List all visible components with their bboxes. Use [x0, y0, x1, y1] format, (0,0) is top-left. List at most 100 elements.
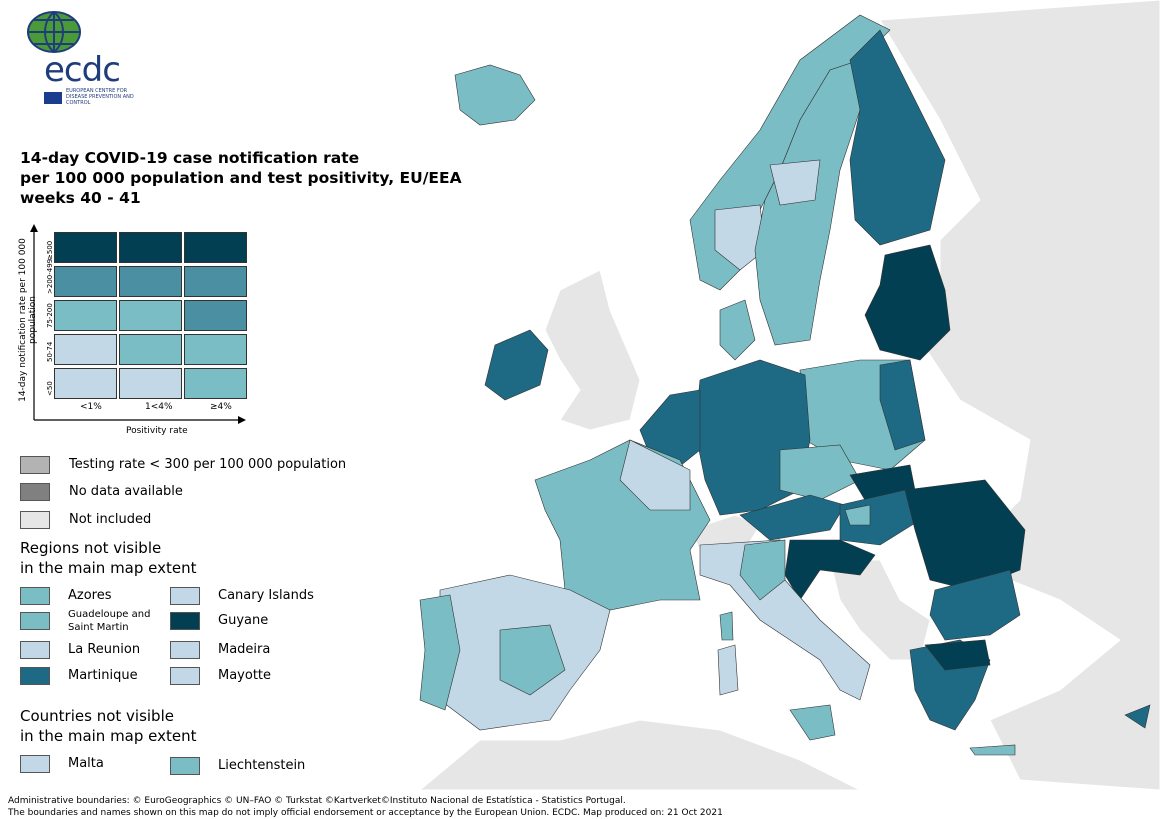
- matrix-cell: [54, 300, 117, 331]
- testing-swatch: [20, 456, 50, 474]
- denmark: [719, 299, 756, 361]
- footer-line-2: The boundaries and names shown on this m…: [8, 808, 723, 818]
- logo-subtitle: EUROPEAN CENTRE FOR DISEASE PREVENTION A…: [66, 88, 134, 106]
- finland: [849, 29, 946, 246]
- nodata-label: No data available: [69, 484, 183, 499]
- region-swatch: [170, 667, 200, 685]
- title-line-2: per 100 000 population and test positivi…: [20, 169, 462, 187]
- france-east-light: [619, 439, 691, 511]
- north-africa: [418, 719, 861, 791]
- matrix-col-label: 1<4%: [145, 402, 173, 412]
- country-label: Liechtenstein: [218, 758, 306, 773]
- cyprus: [1124, 704, 1151, 729]
- uk-land: [544, 269, 641, 431]
- hungary-light: [844, 504, 871, 526]
- matrix-col-label: ≥4%: [210, 402, 232, 412]
- title-line-1: 14-day COVID-19 case notification rate: [20, 149, 360, 167]
- region-swatch: [20, 587, 50, 605]
- matrix-col-label: <1%: [80, 402, 102, 412]
- regions-header-line-2: in the main map extent: [20, 559, 197, 577]
- region-label: Guyane: [218, 613, 269, 628]
- region-swatch: [20, 641, 50, 659]
- notincluded-label: Not included: [69, 512, 152, 527]
- iceland: [454, 64, 536, 126]
- czechia: [779, 444, 861, 501]
- matrix-y-label: 14-day notification rate per 100 000 pop…: [18, 238, 38, 402]
- ecdc-logo: ecdc EUROPEAN CENTRE FOR DISEASE PREVENT…: [20, 8, 140, 106]
- france: [534, 439, 711, 611]
- region-label: Canary Islands: [218, 588, 314, 603]
- region-label: Guadeloupe and Saint Martin: [68, 609, 151, 633]
- matrix-cell: [119, 300, 182, 331]
- countries-header: Countries not visible in the main map ex…: [20, 706, 197, 746]
- nodata-swatch: [20, 483, 50, 501]
- matrix-cell: [54, 368, 117, 399]
- matrix-row-label: 50-74: [46, 341, 54, 362]
- italy-mid: [739, 539, 786, 601]
- country-swatch: [170, 757, 200, 775]
- matrix-cell: [184, 266, 247, 297]
- matrix-row-label: ≥500: [46, 240, 54, 260]
- region-label: Azores: [68, 588, 112, 603]
- countries-header-line-2: in the main map extent: [20, 727, 197, 745]
- region-label: La Reunion: [68, 642, 141, 657]
- matrix-cell: [54, 232, 117, 263]
- spain-mid: [499, 624, 566, 696]
- matrix-row-label: <50: [46, 381, 54, 396]
- regions-header: Regions not visible in the main map exte…: [20, 538, 197, 578]
- region-swatch: [170, 587, 200, 605]
- footer-line-1: Administrative boundaries: © EuroGeograp…: [8, 796, 626, 806]
- footer: Administrative boundaries: © EuroGeograp…: [8, 795, 723, 819]
- y-axis-arrow: [30, 224, 38, 420]
- hungary: [839, 489, 921, 546]
- sardinia: [717, 644, 739, 696]
- greece-north: [924, 639, 991, 671]
- matrix-cell: [184, 300, 247, 331]
- slovenia-croatia: [784, 539, 876, 601]
- norway-south-light: [714, 204, 766, 271]
- eu-flag-icon: [44, 92, 62, 104]
- country-label: Malta: [68, 756, 104, 771]
- matrix-cell: [119, 368, 182, 399]
- countries-header-line-1: Countries not visible: [20, 707, 174, 725]
- regions-header-line-1: Regions not visible: [20, 539, 162, 557]
- matrix-row-label: >200-499: [46, 258, 54, 294]
- matrix-cell: [184, 232, 247, 263]
- region-swatch: [170, 612, 200, 630]
- country-swatch: [20, 755, 50, 773]
- austria: [739, 494, 846, 541]
- matrix-cell: [54, 266, 117, 297]
- matrix-row-label: 75-200: [46, 303, 54, 328]
- matrix-cell: [119, 334, 182, 365]
- bulgaria: [929, 569, 1021, 641]
- portugal: [419, 594, 461, 711]
- region-label: Mayotte: [218, 668, 272, 683]
- globe-icon: [27, 11, 81, 53]
- map-title: 14-day COVID-19 case notification rate p…: [20, 148, 462, 208]
- switzerland: [689, 514, 761, 551]
- baltics: [864, 244, 951, 361]
- sweden: [754, 59, 861, 346]
- crete: [969, 744, 1016, 756]
- ireland: [484, 329, 549, 401]
- sweden-mid-light: [769, 159, 821, 206]
- matrix-cell: [119, 232, 182, 263]
- notincluded-swatch: [20, 511, 50, 529]
- matrix-cell: [54, 334, 117, 365]
- logo-text: ecdc: [44, 50, 121, 90]
- matrix-cell: [184, 368, 247, 399]
- testing-label: Testing rate < 300 per 100 000 populatio…: [69, 457, 347, 472]
- matrix-cell: [119, 266, 182, 297]
- corsica: [719, 611, 734, 641]
- region-swatch: [20, 667, 50, 685]
- x-axis-arrow: [34, 416, 246, 424]
- matrix-x-label: Positivity rate: [126, 426, 188, 436]
- title-line-3: weeks 40 - 41: [20, 189, 141, 207]
- region-label: Martinique: [68, 668, 138, 683]
- sicily: [789, 704, 836, 741]
- region-swatch: [170, 641, 200, 659]
- region-swatch: [20, 612, 50, 630]
- region-label: Madeira: [218, 642, 271, 657]
- matrix-cell: [184, 334, 247, 365]
